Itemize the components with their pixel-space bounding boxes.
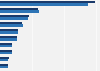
Bar [0,24,23,27]
Bar [0,8,38,10]
Bar [0,10,39,13]
Bar [0,57,9,59]
Bar [0,64,8,66]
Bar [0,43,12,45]
Bar [0,45,12,47]
Bar [0,15,29,17]
Bar [0,1,95,3]
Bar [0,50,12,52]
Bar [0,38,17,41]
Bar [0,3,88,6]
Bar [0,22,22,24]
Bar [0,66,8,68]
Bar [0,29,18,31]
Bar [0,36,17,38]
Bar [0,59,8,61]
Bar [0,17,28,20]
Bar [0,31,18,34]
Bar [0,52,12,54]
